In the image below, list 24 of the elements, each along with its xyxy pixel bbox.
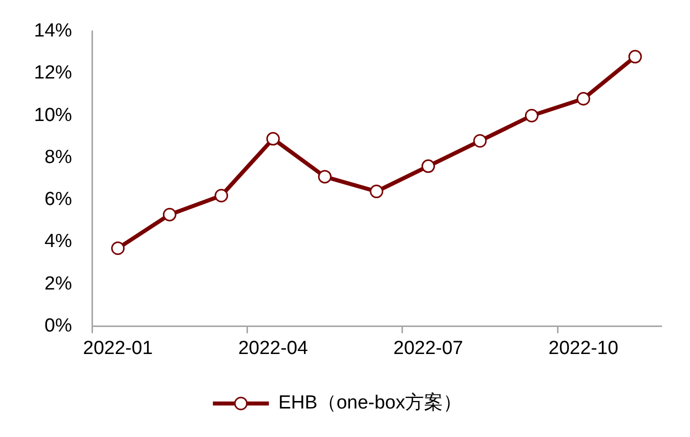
y-tick-label: 4% [44,231,72,252]
point [318,170,332,184]
point [162,208,176,222]
x-tick-label: 2022-07 [393,338,464,359]
x-tick-label: 2022-04 [238,338,308,359]
y-tick-label: 0% [44,315,72,336]
y-tick-label: 14% [34,20,72,42]
point [628,50,642,64]
point [524,108,538,122]
y-tick-label: 12% [34,62,72,84]
point [370,184,384,198]
y-tick-label: 6% [44,189,72,210]
x-tick-label: 2022-01 [83,338,153,359]
legend-label: EHB（one-box方案） [278,392,462,414]
point [421,159,435,173]
point [576,92,590,106]
y-tick-label: 8% [44,146,72,168]
point [473,134,487,148]
x-tick-label: 2022-10 [548,338,618,359]
point [266,132,280,146]
point [111,242,125,256]
y-tick-label: 2% [44,273,72,294]
y-tick-label: 10% [34,104,72,126]
point [214,188,228,202]
